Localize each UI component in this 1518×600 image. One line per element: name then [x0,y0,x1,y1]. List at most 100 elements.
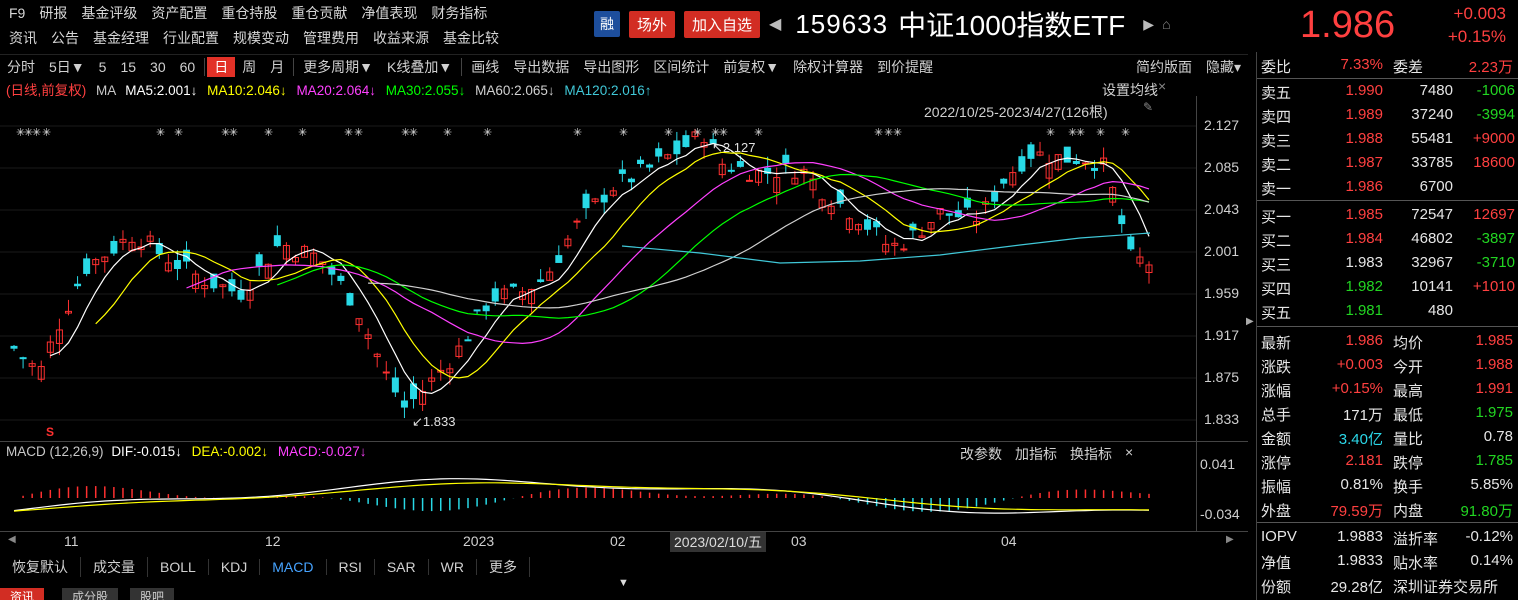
menu-row2-5[interactable]: 管理费用 [303,29,359,46]
toolbar-item-9[interactable]: 更多周期▼ [303,58,374,75]
menu-row1-4[interactable]: 重仓持股 [221,4,278,21]
toolbar-item-2[interactable]: 5 [98,58,107,75]
expand-panel-icon[interactable]: ▶ [1246,316,1254,327]
toolbar-item-10[interactable]: K线叠加▼ [387,58,453,75]
simple-layout-button[interactable]: 简约版面 [1135,58,1192,75]
candle [28,360,36,376]
toolbar-item-0[interactable]: 分时 [7,58,35,75]
tab-forum[interactable]: 股吧 [130,588,175,600]
menu-row1-6[interactable]: 净值表现 [361,4,418,21]
stat-label: 金额 [1261,431,1292,448]
shares-row: 份额 29.28亿 深圳证券交易所 [1257,574,1518,598]
high-annotation: ↖2.127 [712,140,755,155]
shares-label: 份额 [1261,579,1292,596]
menu-row1-7[interactable]: 财务指标 [431,4,488,21]
menu-row2-0[interactable]: 资讯 [9,29,37,46]
toolbar-item-4[interactable]: 30 [150,58,166,75]
ma5-label: MA5:2.001↓ [125,83,198,98]
candle-body [19,357,27,360]
switch-indicator-button[interactable]: 换指标 [1070,446,1112,462]
set-ma-button[interactable]: 设置均线 [1102,82,1158,98]
signal-marker-icon: ✳ [401,126,410,139]
add-indicator-button[interactable]: 加指标 [1015,446,1057,462]
signal-marker-icon: ✳ [16,126,25,139]
hide-button[interactable]: 隐藏▾ [1205,58,1241,75]
bid-label: 买五 [1261,305,1292,322]
indicator-tab-4[interactable]: MACD [260,559,327,575]
menu-row1-5[interactable]: 重仓贡献 [291,4,348,21]
signal-marker-icon: ✳ [874,126,883,139]
indicator-tab-3[interactable]: KDJ [209,559,261,575]
candlestick-chart[interactable]: ✳✳✳ ✳ ✳ ✳ ✳✳ ✳ ✳ ✳ ✳ ✳✳ ✳ ✳ ✳ ✳ ✳ ✳ ✳✳ ✳ ✳ ✳ ✳ ✳ ✳✳ ✳ ✳↖2.127↙1.… [0,96,1200,441]
next-stock-icon[interactable]: ▶ [1143,15,1155,32]
edit-params-button[interactable]: 改参数 [960,446,1002,462]
add-watchlist-button[interactable]: 加入自选 [684,10,761,38]
toolbar-item-11[interactable]: 画线 [471,58,500,75]
candle [83,253,91,277]
candle [618,160,626,182]
candle-body [455,345,463,357]
stat-label: 最低 [1393,407,1424,424]
toolbar-item-5[interactable]: 60 [179,58,196,75]
toolbar-item-7[interactable]: 周 [242,58,257,75]
toolbar-item-15[interactable]: 前复权▼ [723,58,780,75]
toolbar-item-8[interactable]: 月 [270,58,285,75]
scroll-right-icon[interactable]: ▶ [1226,534,1234,545]
pin-icon[interactable]: ⌂ [1162,16,1171,32]
toolbar-item-1[interactable]: 5日▼ [49,58,85,75]
toolbar-item-13[interactable]: 导出图形 [583,58,640,75]
close-macd-icon[interactable]: × [1125,444,1134,460]
candle-body [110,240,118,254]
dea-line [13,482,1150,512]
menu-row1-2[interactable]: 基金评级 [81,4,138,21]
change-value: +0.003 [1453,4,1506,23]
indicator-tab-6[interactable]: SAR [375,559,429,575]
candle [627,177,635,191]
toolbar-item-3[interactable]: 15 [120,58,137,75]
stat-value: 5.85% [1470,476,1513,493]
indicator-tab-0[interactable]: 恢复默认 [0,557,81,577]
scroll-left-icon[interactable]: ◀ [8,534,16,545]
candle-body [682,135,690,148]
signal-marker-icon: ✳ [619,126,628,139]
prev-stock-icon[interactable]: ◀ [769,16,782,33]
indicator-tab-7[interactable]: WR [429,559,477,575]
bid-volume: 72547 [1411,206,1453,223]
stat-value: +0.15% [1331,380,1383,397]
candle-body [1127,236,1135,250]
menu-row2-7[interactable]: 基金比较 [443,29,499,46]
menu-row2-6[interactable]: 收益来源 [373,29,429,46]
stat-label: 涨跌 [1261,359,1292,376]
menu-row2-4[interactable]: 规模变动 [233,29,289,46]
margin-badge[interactable]: 融 [594,11,620,37]
menu-row1-1[interactable]: 研报 [39,4,68,21]
divider [1257,200,1518,201]
indicator-tab-8[interactable]: 更多 [477,557,530,577]
macd-chart[interactable] [0,462,1196,530]
indicator-tab-1[interactable]: 成交量 [81,557,148,577]
offsite-button[interactable]: 场外 [629,10,676,38]
toolbar-item-6[interactable]: 日 [207,56,236,77]
tab-components[interactable]: 成分股 [62,588,119,600]
collapse-icon[interactable]: ▼ [618,577,629,589]
menu-row1-3[interactable]: 资产配置 [151,4,208,21]
pin-range-icon[interactable]: ✎ [1143,100,1154,114]
bid-row: 买四 1.982 10141 +1010 [1257,276,1518,300]
menu-row2-2[interactable]: 基金经理 [93,29,149,46]
toolbar-item-16[interactable]: 除权计算器 [793,58,864,75]
date-range-label: 2022/10/25-2023/4/27(126根) [924,104,1108,120]
close-icon[interactable]: × [1158,78,1167,94]
candle [74,276,82,290]
tab-news[interactable]: 资讯 [0,588,45,600]
indicator-tab-2[interactable]: BOLL [148,559,209,575]
indicator-tab-5[interactable]: RSI [327,559,375,575]
menu-row1-0[interactable]: F9 [9,4,26,21]
toolbar-item-14[interactable]: 区间统计 [653,58,710,75]
candle [382,361,390,381]
menu-row2-3[interactable]: 行业配置 [163,29,219,46]
premium-value: -0.12% [1465,528,1513,545]
menu-row2-1[interactable]: 公告 [51,29,79,46]
toolbar-item-12[interactable]: 导出数据 [513,58,570,75]
macd-axis-bottom: -0.034 [1200,506,1240,522]
toolbar-item-17[interactable]: 到价提醒 [877,58,934,75]
